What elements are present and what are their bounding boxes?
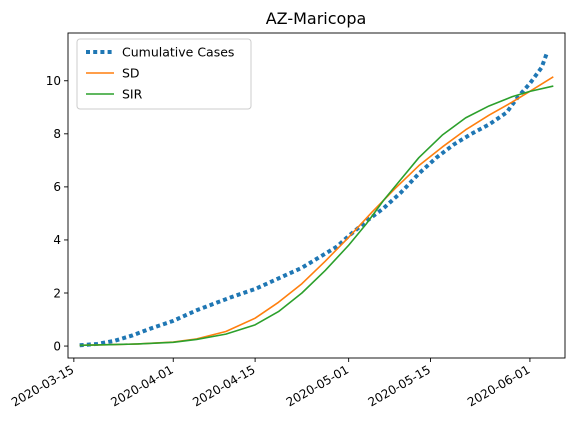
series-line-1 bbox=[80, 77, 554, 345]
legend-label-0: Cumulative Cases bbox=[122, 45, 234, 60]
y-tick-label: 6 bbox=[53, 180, 61, 194]
legend: Cumulative Cases SD SIR bbox=[77, 39, 251, 109]
chart-title: AZ-Maricopa bbox=[266, 9, 367, 28]
x-tick-label: 2020-04-01 bbox=[108, 362, 175, 409]
x-tick-label: 2020-05-15 bbox=[366, 362, 433, 409]
y-tick-label: 8 bbox=[53, 127, 61, 141]
y-tick-label: 4 bbox=[53, 233, 61, 247]
series-line-2 bbox=[80, 86, 554, 345]
y-tick-label: 2 bbox=[53, 286, 61, 300]
x-tick-label: 2020-05-01 bbox=[284, 362, 351, 409]
y-tick-label: 10 bbox=[46, 74, 61, 88]
x-tick-label: 2020-06-01 bbox=[465, 362, 532, 409]
x-tick-label: 2020-03-15 bbox=[9, 362, 76, 409]
x-tick-label: 2020-04-15 bbox=[190, 362, 257, 409]
legend-label-1: SD bbox=[122, 66, 140, 81]
y-tick-label: 0 bbox=[53, 339, 61, 353]
legend-label-2: SIR bbox=[122, 87, 143, 102]
